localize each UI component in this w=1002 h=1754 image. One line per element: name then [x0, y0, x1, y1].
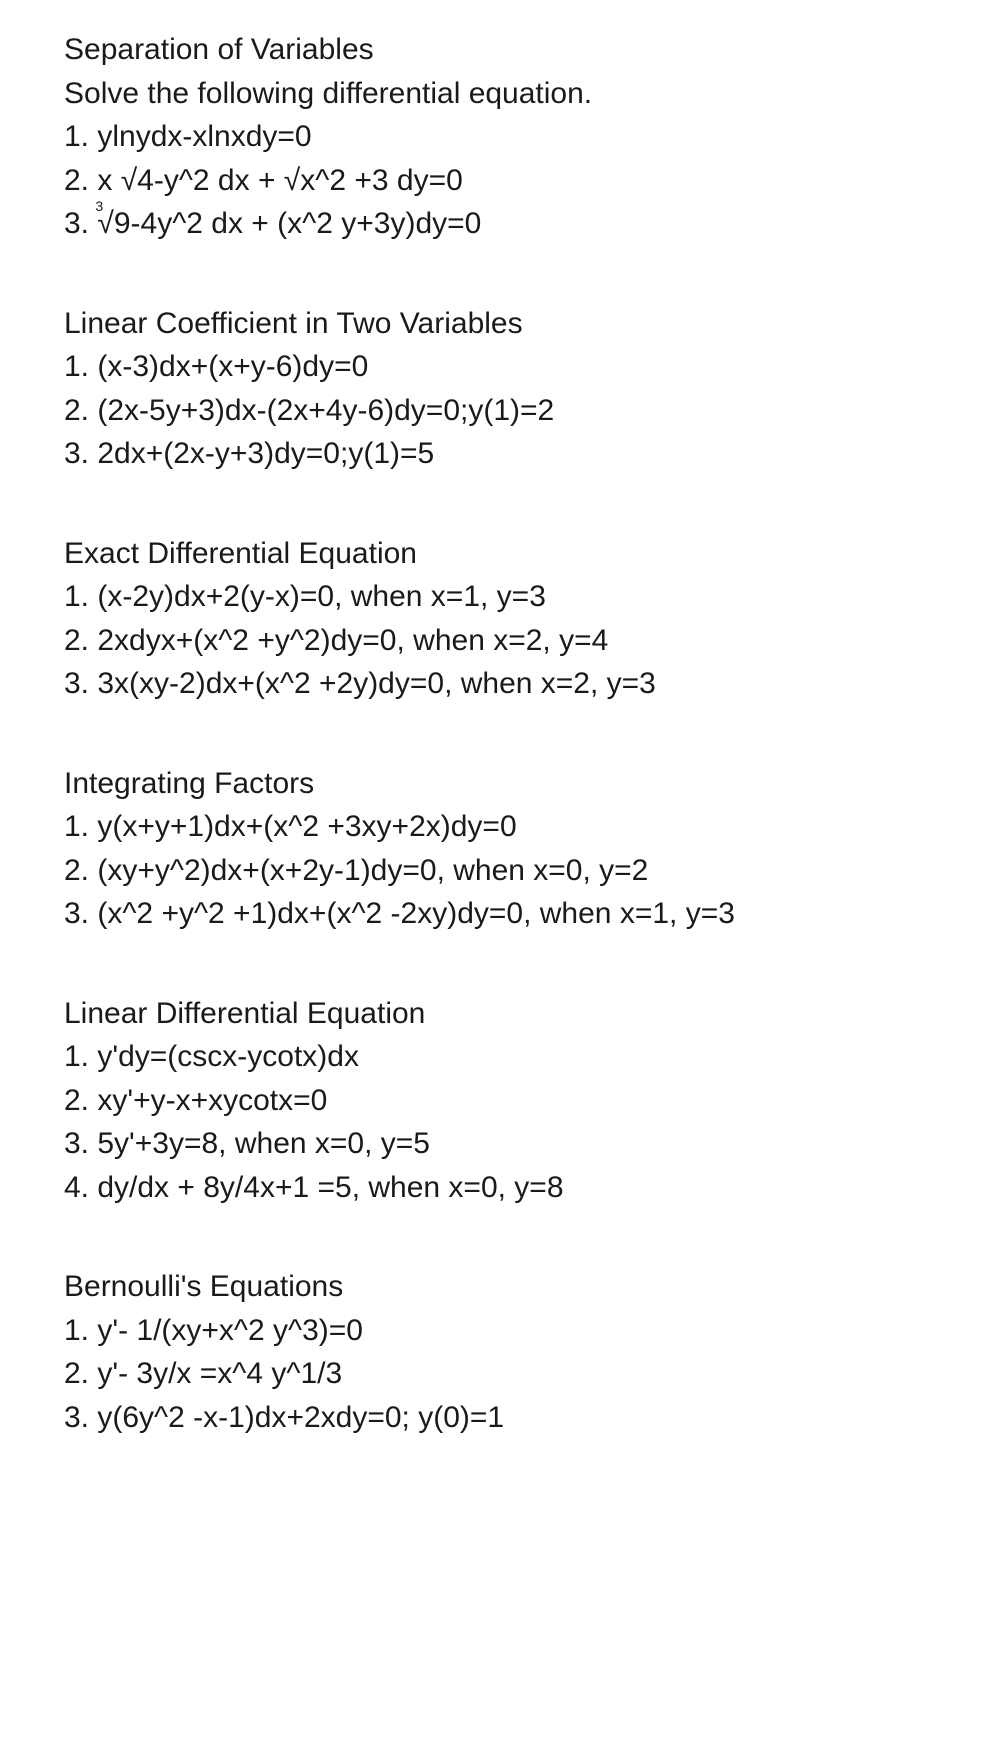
problem-item: 3. y(6y^2 -x-1)dx+2xdy=0; y(0)=1: [64, 1396, 938, 1440]
problem-item: 1. y'- 1/(xy+x^2 y^3)=0: [64, 1309, 938, 1353]
problem-item: 1. ylnydx-xlnxdy=0: [64, 115, 938, 159]
section: Linear Differential Equation1. y'dy=(csc…: [64, 992, 938, 1210]
problem-item: 3. 3x(xy-2)dx+(x^2 +2y)dy=0, when x=2, y…: [64, 662, 938, 706]
problem-item: 1. (x-3)dx+(x+y-6)dy=0: [64, 345, 938, 389]
problem-item: 2. 2xdyx+(x^2 +y^2)dy=0, when x=2, y=4: [64, 619, 938, 663]
section: Bernoulli's Equations1. y'- 1/(xy+x^2 y^…: [64, 1265, 938, 1439]
problem-item: 3. (x^2 +y^2 +1)dx+(x^2 -2xy)dy=0, when …: [64, 892, 938, 936]
problem-item: 2. (xy+y^2)dx+(x+2y-1)dy=0, when x=0, y=…: [64, 849, 938, 893]
problem-item: 2. x √4-y^2 dx + √x^2 +3 dy=0: [64, 159, 938, 203]
problem-item: 2. xy'+y-x+xycotx=0: [64, 1079, 938, 1123]
section-title: Linear Differential Equation: [64, 992, 938, 1036]
problem-item: 1. y(x+y+1)dx+(x^2 +3xy+2x)dy=0: [64, 805, 938, 849]
problem-item: 1. (x-2y)dx+2(y-x)=0, when x=1, y=3: [64, 575, 938, 619]
problem-item: 2. y'- 3y/x =x^4 y^1/3: [64, 1352, 938, 1396]
section-title: Exact Differential Equation: [64, 532, 938, 576]
section-title: Linear Coefficient in Two Variables: [64, 302, 938, 346]
problem-item: 1. y'dy=(cscx-ycotx)dx: [64, 1035, 938, 1079]
section: Exact Differential Equation1. (x-2y)dx+2…: [64, 532, 938, 706]
problem-item: 3. 5y'+3y=8, when x=0, y=5: [64, 1122, 938, 1166]
section-subtitle: Solve the following differential equatio…: [64, 72, 938, 116]
section: Separation of VariablesSolve the followi…: [64, 28, 938, 246]
section-title: Integrating Factors: [64, 762, 938, 806]
problem-item: 3. 2dx+(2x-y+3)dy=0;y(1)=5: [64, 432, 938, 476]
section-title: Separation of Variables: [64, 28, 938, 72]
section: Integrating Factors1. y(x+y+1)dx+(x^2 +3…: [64, 762, 938, 936]
problem-item: 3. 3√9-4y^2 dx + (x^2 y+3y)dy=0: [64, 202, 938, 246]
problem-item: 4. dy/dx + 8y/4x+1 =5, when x=0, y=8: [64, 1166, 938, 1210]
section: Linear Coefficient in Two Variables1. (x…: [64, 302, 938, 476]
problem-item: 2. (2x-5y+3)dx-(2x+4y-6)dy=0;y(1)=2: [64, 389, 938, 433]
section-title: Bernoulli's Equations: [64, 1265, 938, 1309]
document-content: Separation of VariablesSolve the followi…: [64, 28, 938, 1439]
